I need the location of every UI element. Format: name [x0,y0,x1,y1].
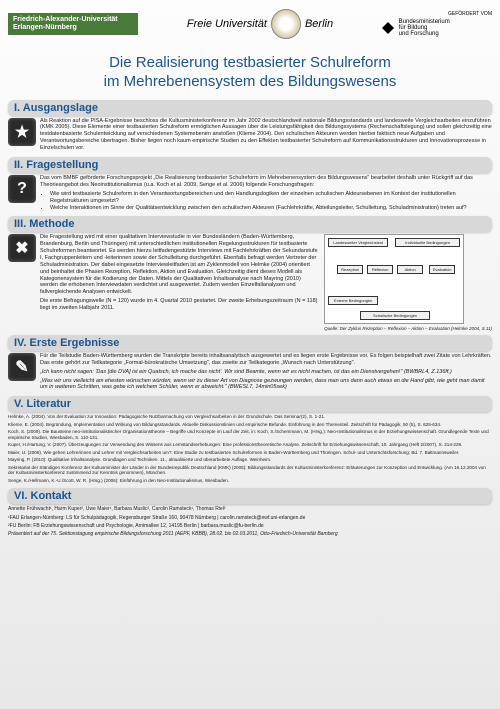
diag-vergleichstest: Landesweiter Vergleichstest [328,238,388,247]
kontakt-conference: Präsentiert auf der 75. Sektionstagung e… [8,531,492,537]
diag-reflexion: Reflexion [367,265,393,274]
section-ausgangslage: I. Ausgangslage ★ Als Reaktion auf die P… [8,100,492,154]
title-line2: im Mehrebenensystem des Bildungswesens [104,73,397,90]
literatur-ref: Kuper, H./Hartung, V. (2007). Überzeugun… [8,442,492,448]
methode-p2: Die erste Befragungswelle (N = 120) wurd… [40,298,318,312]
diag-aktion: Aktion [397,265,423,274]
literatur-ref: Helmke, A. (2004). Von der Evaluation zu… [8,414,492,420]
section-literatur: V. Literatur Helmke, A. (2004). Von der … [8,396,492,485]
literatur-ref: Koch, S. (2009). Die Bausteine neo-insti… [8,429,492,440]
sponsor-block: GEFÖRDERT VOM Bundesministerium für Bild… [382,11,492,37]
forschungsfrage-2: Welche Interaktionen im Sinne der Qualit… [50,205,492,212]
title-line1: Die Realisierung testbasierter Schulrefo… [109,54,391,71]
uni-name-line2: Erlangen-Nürnberg [13,24,133,32]
uni-erlangen-badge: Friedrich-Alexander-Universität Erlangen… [8,13,138,36]
zitat-1: „Ich kann nicht sagen: 'Das [die DVA] is… [40,369,492,376]
section-methode: III. Methode ✖ Die Fragestellung wird mi… [8,216,492,332]
diag-extern: Externe Bedingungen [328,296,378,305]
diag-individuell: Individuelle Bedingungen [395,238,460,247]
fragestellung-intro: Das vom BMBF geförderte Forschungsprojek… [40,175,492,189]
section-heading: II. Fragestellung [14,159,98,171]
diag-rezeption: Rezeption [337,265,363,274]
header: Friedrich-Alexander-Universität Erlangen… [0,0,500,48]
star-icon: ★ [8,118,36,146]
kontakt-affil1: ¹FAU Erlangen-Nürnberg: LS für Schulpäda… [8,515,492,521]
diag-evaluation: Evaluation [429,265,455,274]
ergebnisse-intro: Für die Teilstudie Baden-Württemberg wur… [40,353,492,367]
literatur-list: Helmke, A. (2004). Von der Evaluation zu… [8,414,492,485]
pencil-icon: ✎ [8,353,36,381]
kontakt-authors: Annette Frühwacht¹, Harm Kuper², Uwe Mai… [8,506,492,512]
kontakt-affil2: ²FU Berlin: FB Erziehungswissenschaft un… [8,523,492,529]
literatur-ref: Mayring, P. (2010): Qualitative Inhaltsa… [8,457,492,463]
literatur-ref: Senge, K./Hellmann, K.-U./Scott, W. R. (… [8,478,492,484]
section-fragestellung: II. Fragestellung ? Das vom BMBF geförde… [8,157,492,213]
fu-berlin-logo: Freie Universität Berlin [138,9,382,39]
zyklus-diagram: Landesweiter Vergleichstest Individuelle… [324,234,464,324]
tools-icon: ✖ [8,234,36,262]
section-heading: III. Methode [14,218,75,230]
question-icon: ? [8,175,36,203]
diagram-caption: Quelle: Der Zyklus Rezeption – Reflexion… [324,326,492,332]
ministry-line3: und Forschung [399,31,450,37]
fu-prefix: Freie Universität [187,18,267,30]
forschungsfrage-1: Wie wird testbasierte Schulreform in den… [50,191,492,205]
section-heading: IV. Erste Ergebnisse [14,337,119,349]
zitat-2: „Was wir uns vielleicht am ehesten wünsc… [40,378,492,392]
literatur-ref: Klieme, E. (2004). Begründung, Implement… [8,422,492,428]
section-kontakt: VI. Kontakt Annette Frühwacht¹, Harm Kup… [8,488,492,539]
ausgangslage-text: Als Reaktion auf die PISA-Ergebnisse bes… [40,118,492,152]
section-heading: I. Ausgangslage [14,102,98,114]
methode-p1: Die Fragestellung wird mit einer qualita… [40,234,318,296]
literatur-ref: Sekretariat der Ständigen Konferenz der … [8,465,492,476]
eagle-icon [382,22,394,34]
poster-title: Die Realisierung testbasierter Schulrefo… [0,48,500,100]
fu-suffix: Berlin [305,18,333,30]
diag-schulisch: Schulische Bedingungen [360,311,430,320]
fu-seal-icon [271,9,301,39]
section-heading: VI. Kontakt [14,490,71,502]
section-ergebnisse: IV. Erste Ergebnisse ✎ Für die Teilstudi… [8,335,492,393]
uni-name-line1: Friedrich-Alexander-Universität [13,16,133,24]
sponsor-label: GEFÖRDERT VOM [382,11,492,17]
literatur-ref: Maier, U. (2008). Wie gehen Lehrerinnen … [8,450,492,456]
section-heading: V. Literatur [14,398,71,410]
